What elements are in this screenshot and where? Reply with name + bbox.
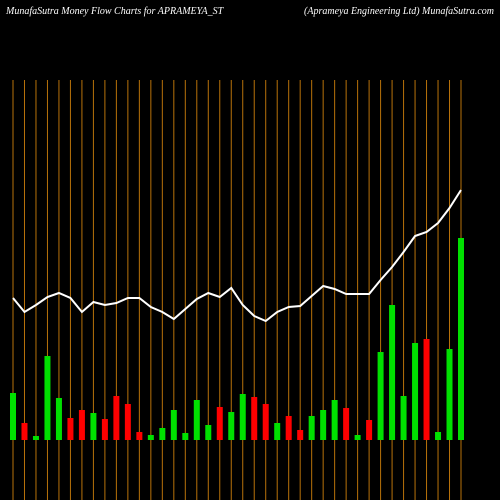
bar	[285, 416, 292, 440]
bar	[205, 425, 212, 440]
chart-title: MunafaSutra Money Flow Charts for APRAME…	[5, 6, 225, 17]
bar	[354, 435, 361, 440]
bar	[274, 423, 281, 440]
bar	[458, 238, 464, 440]
bar	[308, 416, 315, 440]
bar	[343, 408, 350, 440]
bar	[228, 412, 235, 440]
bar	[435, 432, 442, 440]
bar	[389, 305, 396, 440]
bar	[366, 420, 373, 440]
bar	[78, 410, 85, 440]
bar	[44, 356, 51, 440]
bar	[113, 396, 120, 440]
bar	[320, 410, 327, 440]
chart-subtitle: (Aprameya Engineering Ltd) MunafaSutra.c…	[304, 6, 494, 17]
bar	[147, 435, 154, 440]
bar	[412, 343, 419, 440]
bar	[55, 398, 62, 440]
bar	[21, 423, 28, 440]
bar	[251, 397, 258, 440]
bar	[377, 352, 384, 440]
bar	[297, 430, 304, 440]
bar	[159, 428, 166, 440]
bar	[90, 413, 97, 440]
bar	[400, 396, 407, 440]
bar	[182, 433, 189, 440]
bar	[136, 432, 143, 440]
bar	[262, 404, 269, 440]
bar	[216, 407, 223, 440]
bar	[423, 339, 430, 440]
bar	[101, 419, 108, 440]
bar	[331, 400, 338, 440]
bar	[239, 394, 246, 440]
bar	[67, 418, 74, 440]
bar	[193, 400, 200, 440]
bar	[446, 349, 453, 440]
bar	[170, 410, 177, 440]
bar	[124, 404, 131, 440]
bar	[10, 393, 16, 440]
bar	[32, 436, 39, 440]
money-flow-line	[12, 189, 462, 323]
